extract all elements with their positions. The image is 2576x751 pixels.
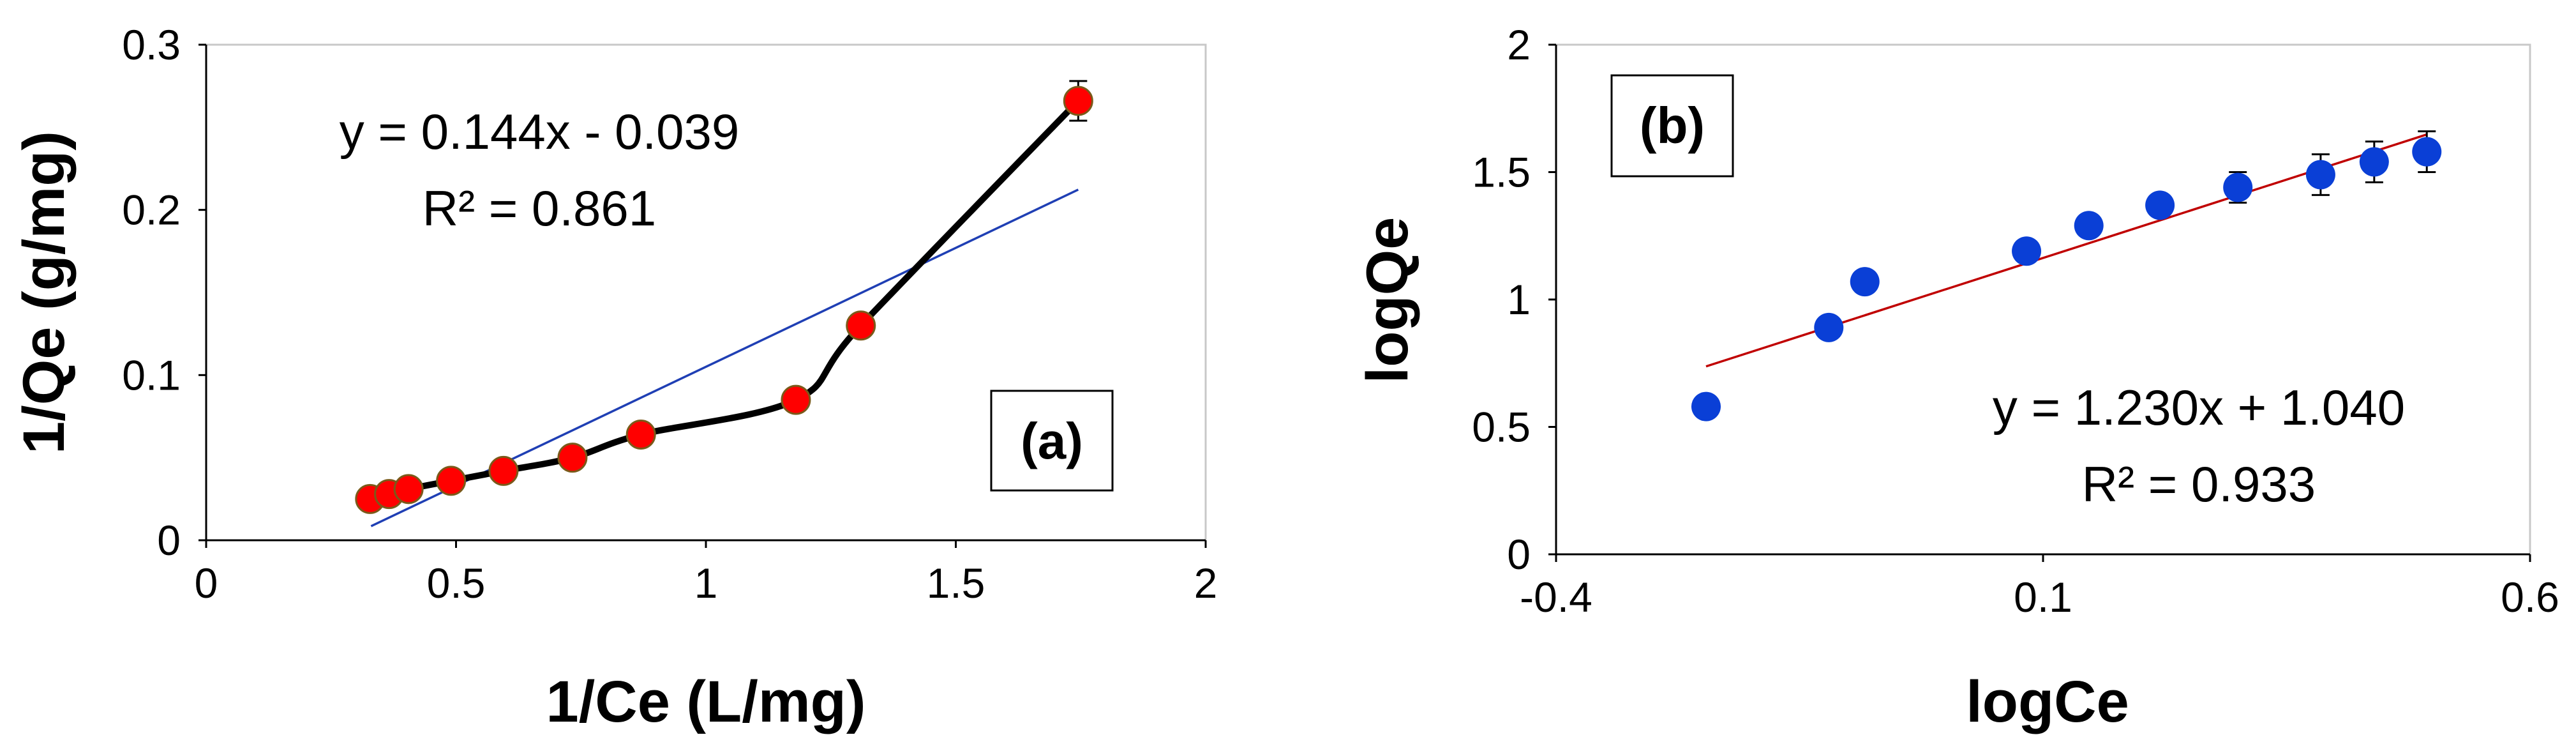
chart-a-y-tick-label: 0.2 (122, 186, 181, 234)
chart-b-x-tick-label: -0.4 (1520, 573, 1592, 621)
chart-a-r-squared: R² = 0.861 (423, 180, 656, 236)
chart-a-y-tick-label: 0.3 (122, 21, 181, 68)
chart-b-x-label: logCe (1966, 669, 2129, 734)
chart-b-point (1850, 267, 1880, 297)
chart-a-point (557, 443, 588, 473)
chart-b-ticks: -0.4 0.1 0.6 0 0.5 1 1.5 2 (1472, 21, 2559, 621)
chart-a-x-tick-label: 2 (1194, 559, 1218, 607)
chart-b: -0.4 0.1 0.6 0 0.5 1 1.5 2 y = 1.230x + 1.040 R… (1355, 21, 2559, 734)
chart-a-point (393, 474, 424, 504)
chart-b-y-tick-label: 1 (1507, 276, 1531, 323)
chart-a-x-tick-label: 1 (694, 559, 718, 607)
chart-b-point (2412, 137, 2442, 167)
chart-b-y-tick-label: 0.5 (1472, 404, 1531, 451)
chart-b-y-tick-label: 1.5 (1472, 149, 1531, 196)
chart-b-y-tick-label: 0 (1507, 531, 1531, 578)
chart-b-point (2074, 211, 2104, 241)
chart-b-y-label: logQe (1355, 217, 1420, 384)
chart-b-x-tick-label: 0.1 (2014, 573, 2072, 621)
chart-a-y-tick-label: 0.1 (122, 351, 181, 398)
chart-a-x-tick-label: 0.5 (427, 559, 486, 607)
chart-a-y-tick-label: 0 (157, 517, 181, 564)
chart-b-panel-label: (b) (1640, 97, 1705, 154)
chart-a-points (355, 80, 1093, 514)
chart-b-y-tick-label: 2 (1507, 21, 1531, 68)
chart-a-point (488, 455, 519, 486)
chart-b-point (2223, 172, 2253, 202)
chart-a: 0 0.5 1 1.5 2 0 0.1 0.2 0.3 y = 0.144x - 0.039 R… (11, 21, 1217, 734)
chart-b-point (2012, 236, 2042, 266)
chart-a-x-tick-label: 1.5 (927, 559, 985, 607)
chart-a-ticks: 0 0.5 1 1.5 2 0 0.1 0.2 0.3 (122, 21, 1217, 607)
chart-b-point (2305, 160, 2335, 190)
chart-a-equation: y = 0.144x - 0.039 (340, 103, 740, 160)
chart-a-point (781, 384, 811, 415)
chart-b-points (1691, 130, 2442, 421)
chart-b-equation: y = 1.230x + 1.040 (1993, 379, 2405, 436)
chart-b-point (1814, 312, 1844, 342)
chart-b-point (2145, 190, 2175, 220)
chart-a-point (1063, 86, 1093, 116)
chart-b-x-tick-label: 0.6 (2501, 573, 2559, 621)
chart-a-point (436, 466, 467, 496)
chart-a-x-tick-label: 0 (195, 559, 218, 607)
chart-a-x-label: 1/Ce (L/mg) (546, 669, 866, 734)
chart-a-panel-label-box (990, 390, 1114, 492)
chart-b-r-squared: R² = 0.933 (2082, 456, 2316, 512)
chart-a-point (625, 419, 656, 450)
chart-b-point (1691, 391, 1721, 421)
chart-a-point (846, 310, 876, 341)
chart-b-panel-label-box (1610, 74, 1734, 178)
chart-a-connector-line (366, 97, 1082, 503)
chart-a-connector-group (366, 97, 1082, 503)
chart-a-y-label: 1/Qe (g/mg) (11, 131, 77, 454)
chart-b-point (2359, 147, 2389, 177)
chart-a-panel-label: (a) (1021, 413, 1083, 469)
